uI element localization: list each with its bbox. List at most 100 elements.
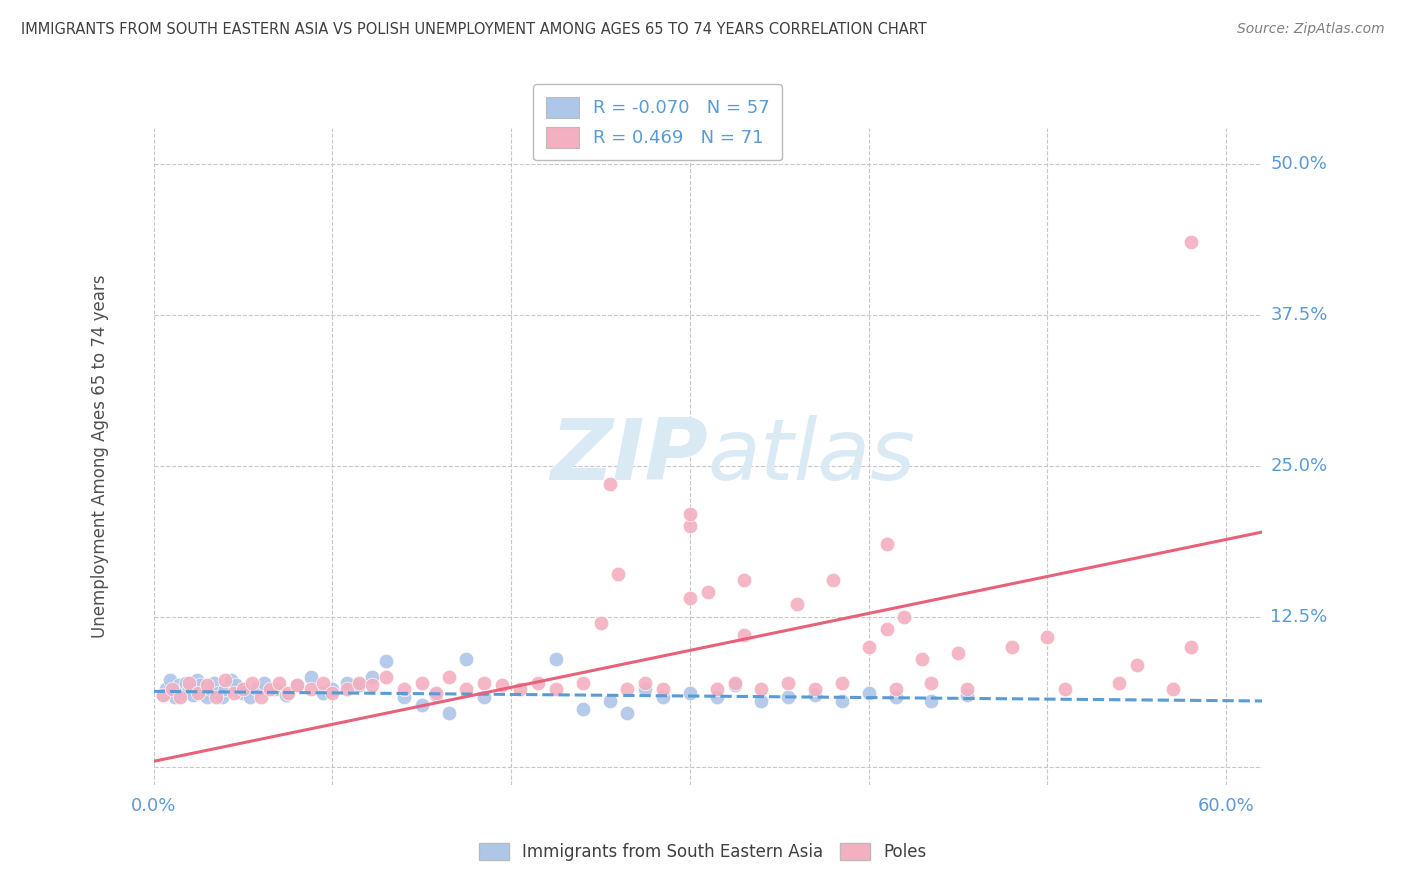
Point <box>884 681 907 696</box>
Point <box>821 574 844 588</box>
Point <box>527 676 550 690</box>
Point <box>392 690 415 705</box>
Point <box>616 706 638 720</box>
Point <box>956 681 979 696</box>
Text: atlas: atlas <box>707 415 915 498</box>
Point <box>884 690 907 705</box>
Point <box>181 688 204 702</box>
Point <box>336 681 359 696</box>
Point <box>1001 640 1024 654</box>
Point <box>152 688 174 702</box>
Point <box>179 681 201 696</box>
Text: Unemployment Among Ages 65 to 74 years: Unemployment Among Ages 65 to 74 years <box>91 275 110 639</box>
Point <box>188 678 211 692</box>
Point <box>187 685 209 699</box>
Text: 0.0%: 0.0% <box>131 797 176 814</box>
Point <box>200 681 222 696</box>
Point <box>733 574 755 588</box>
Text: 50.0%: 50.0% <box>1271 155 1327 173</box>
Point <box>172 685 194 699</box>
Text: 37.5%: 37.5% <box>1271 306 1327 324</box>
Point <box>392 681 415 696</box>
Point <box>299 670 322 684</box>
Point <box>165 690 187 705</box>
Point <box>1180 640 1202 654</box>
Point <box>437 706 460 720</box>
Point <box>411 698 433 712</box>
Point <box>751 694 773 708</box>
Point <box>571 676 593 690</box>
Point <box>312 685 335 699</box>
Point <box>696 585 718 599</box>
Point <box>195 678 218 692</box>
Point <box>232 685 254 699</box>
Point <box>599 694 621 708</box>
Point <box>240 676 263 690</box>
Point <box>321 681 343 696</box>
Point <box>634 676 657 690</box>
Point <box>472 690 495 705</box>
Point <box>804 688 827 702</box>
Point <box>679 685 702 699</box>
Point <box>724 676 747 690</box>
Point <box>250 690 273 705</box>
Point <box>437 670 460 684</box>
Point <box>225 678 247 692</box>
Text: 12.5%: 12.5% <box>1271 607 1327 625</box>
Point <box>174 676 197 690</box>
Point <box>160 681 183 696</box>
Point <box>491 678 513 692</box>
Point <box>232 681 254 696</box>
Point <box>219 673 242 688</box>
Text: 60.0%: 60.0% <box>1198 797 1254 814</box>
Point <box>804 681 827 696</box>
Point <box>778 690 800 705</box>
Point <box>186 673 208 688</box>
Point <box>472 676 495 690</box>
Point <box>786 598 808 612</box>
Point <box>1126 657 1149 672</box>
Point <box>347 678 370 692</box>
Point <box>679 591 702 606</box>
Point <box>544 681 567 696</box>
Point <box>274 688 297 702</box>
Point <box>204 676 226 690</box>
Point <box>920 676 942 690</box>
Point <box>152 688 174 702</box>
Point <box>411 676 433 690</box>
Point <box>205 690 228 705</box>
Point <box>360 670 382 684</box>
Point <box>599 476 621 491</box>
Point <box>509 681 531 696</box>
Point <box>259 681 281 696</box>
Text: IMMIGRANTS FROM SOUTH EASTERN ASIA VS POLISH UNEMPLOYMENT AMONG AGES 65 TO 74 YE: IMMIGRANTS FROM SOUTH EASTERN ASIA VS PO… <box>21 22 927 37</box>
Point <box>347 676 370 690</box>
Point <box>211 690 233 705</box>
Point <box>277 685 299 699</box>
Point <box>299 681 322 696</box>
Text: 25.0%: 25.0% <box>1271 457 1327 475</box>
Point <box>246 681 269 696</box>
Point <box>425 685 447 699</box>
Point <box>159 673 181 688</box>
Point <box>1054 681 1077 696</box>
Point <box>375 670 398 684</box>
Point <box>893 609 915 624</box>
Point <box>831 694 853 708</box>
Point <box>264 681 287 696</box>
Point <box>1108 676 1130 690</box>
Point <box>336 676 359 690</box>
Point <box>285 678 308 692</box>
Point <box>724 678 747 692</box>
Point <box>253 676 276 690</box>
Point <box>456 652 478 666</box>
Point <box>1036 630 1059 644</box>
Legend: R = -0.070   N = 57, R = 0.469   N = 71: R = -0.070 N = 57, R = 0.469 N = 71 <box>533 84 782 161</box>
Point <box>831 676 853 690</box>
Point <box>312 676 335 690</box>
Point <box>214 681 236 696</box>
Point <box>858 685 880 699</box>
Point <box>195 690 218 705</box>
Point <box>179 676 201 690</box>
Point <box>876 622 898 636</box>
